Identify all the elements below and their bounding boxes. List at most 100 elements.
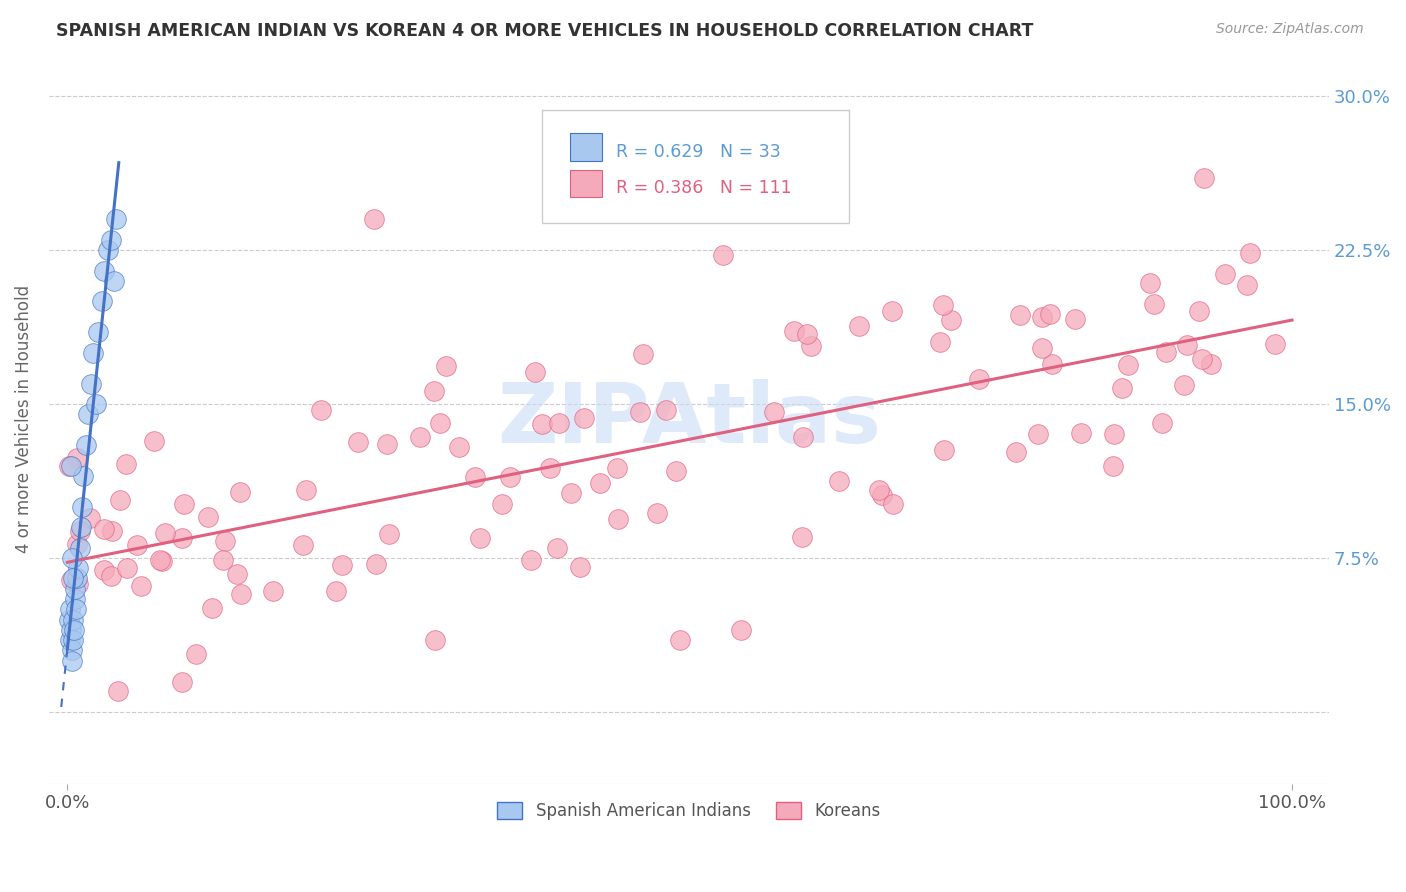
Point bbox=[60, 623, 83, 637]
Point bbox=[229, 484, 252, 499]
Point bbox=[1239, 246, 1261, 260]
Point bbox=[1188, 303, 1211, 318]
Point bbox=[409, 430, 432, 444]
Point bbox=[82, 345, 104, 359]
Point bbox=[1031, 310, 1053, 325]
Point bbox=[97, 243, 120, 257]
Point bbox=[1150, 416, 1173, 430]
Point bbox=[69, 520, 91, 534]
Point bbox=[93, 263, 115, 277]
Text: R = 0.629   N = 33: R = 0.629 N = 33 bbox=[616, 143, 780, 161]
Text: Source: ZipAtlas.com: Source: ZipAtlas.com bbox=[1216, 22, 1364, 37]
Point bbox=[1175, 338, 1198, 352]
Point bbox=[1063, 312, 1085, 326]
Text: R = 0.386   N = 111: R = 0.386 N = 111 bbox=[616, 179, 792, 197]
Point bbox=[538, 461, 561, 475]
Point bbox=[1111, 381, 1133, 395]
Point bbox=[607, 512, 630, 526]
Point bbox=[1031, 341, 1053, 355]
Point bbox=[59, 633, 82, 648]
Point bbox=[1139, 277, 1161, 291]
Point bbox=[63, 623, 86, 637]
Point bbox=[1201, 357, 1223, 371]
Point bbox=[665, 464, 688, 478]
Point bbox=[499, 470, 522, 484]
Point bbox=[546, 541, 568, 555]
Point bbox=[928, 334, 950, 349]
Point bbox=[101, 524, 124, 539]
Point bbox=[1005, 444, 1028, 458]
Point bbox=[60, 458, 83, 473]
Point bbox=[491, 497, 513, 511]
Point bbox=[212, 553, 235, 567]
Point bbox=[628, 405, 651, 419]
Point bbox=[882, 497, 904, 511]
Point bbox=[100, 569, 122, 583]
Point bbox=[631, 347, 654, 361]
Point bbox=[447, 440, 470, 454]
Point bbox=[848, 319, 870, 334]
Point bbox=[762, 404, 785, 418]
Point bbox=[79, 510, 101, 524]
Point bbox=[1102, 459, 1125, 474]
Point bbox=[143, 434, 166, 449]
Point bbox=[520, 553, 543, 567]
Point bbox=[1236, 277, 1258, 292]
Point bbox=[201, 601, 224, 615]
Point bbox=[87, 325, 110, 339]
Point bbox=[75, 438, 97, 452]
Point bbox=[79, 376, 101, 391]
Point bbox=[792, 531, 814, 545]
Point bbox=[309, 403, 332, 417]
Point bbox=[93, 522, 115, 536]
Point bbox=[93, 563, 115, 577]
Point bbox=[67, 561, 90, 575]
Point bbox=[346, 434, 368, 449]
Point bbox=[155, 525, 177, 540]
Point bbox=[880, 303, 903, 318]
Point bbox=[325, 584, 347, 599]
Legend: Spanish American Indians, Koreans: Spanish American Indians, Koreans bbox=[491, 795, 887, 826]
Bar bbox=[569, 133, 602, 161]
Point bbox=[868, 483, 890, 497]
Point bbox=[524, 365, 547, 379]
Point bbox=[170, 675, 193, 690]
Point bbox=[295, 483, 318, 497]
Point bbox=[214, 533, 236, 548]
Point bbox=[105, 212, 128, 227]
Point bbox=[330, 558, 353, 572]
Point bbox=[560, 486, 582, 500]
Point bbox=[59, 602, 82, 616]
Text: SPANISH AMERICAN INDIAN VS KOREAN 4 OR MORE VEHICLES IN HOUSEHOLD CORRELATION CH: SPANISH AMERICAN INDIAN VS KOREAN 4 OR M… bbox=[56, 22, 1033, 40]
Point bbox=[1026, 427, 1049, 442]
Point bbox=[655, 402, 678, 417]
Point bbox=[59, 573, 82, 587]
Point bbox=[291, 538, 314, 552]
Point bbox=[69, 541, 91, 555]
Point bbox=[1264, 337, 1286, 351]
Point bbox=[197, 509, 219, 524]
Point bbox=[792, 430, 814, 444]
Point bbox=[569, 560, 592, 574]
Point bbox=[1040, 357, 1063, 371]
Point bbox=[548, 416, 571, 430]
Point bbox=[114, 457, 136, 471]
Point bbox=[932, 298, 955, 312]
Point bbox=[100, 233, 122, 247]
Point bbox=[800, 339, 823, 353]
Point bbox=[129, 579, 152, 593]
Point bbox=[226, 566, 249, 581]
Point bbox=[184, 648, 207, 662]
Point bbox=[110, 492, 132, 507]
Point bbox=[63, 592, 86, 607]
Point bbox=[645, 506, 668, 520]
Point bbox=[589, 476, 612, 491]
FancyBboxPatch shape bbox=[541, 110, 849, 223]
Point bbox=[58, 613, 80, 627]
Point bbox=[1102, 427, 1125, 442]
Point bbox=[668, 633, 690, 648]
Point bbox=[1008, 308, 1031, 322]
Point bbox=[66, 450, 89, 465]
Point bbox=[377, 527, 399, 541]
Point bbox=[531, 417, 554, 431]
